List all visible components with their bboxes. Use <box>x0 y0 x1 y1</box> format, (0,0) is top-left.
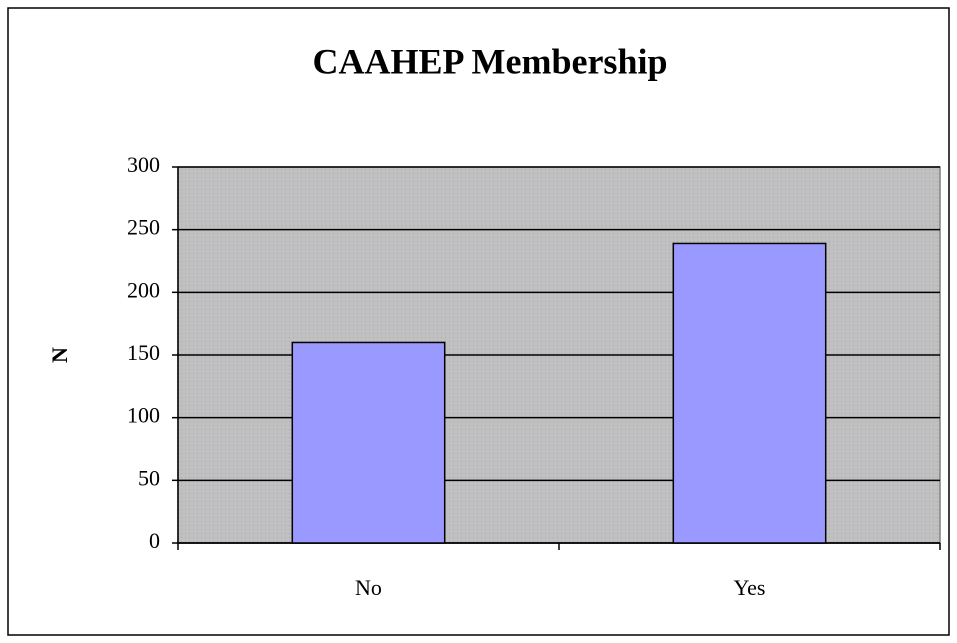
bar <box>291 341 446 544</box>
x-tick-label: Yes <box>733 575 765 600</box>
y-tick-label: 200 <box>127 277 160 302</box>
y-tick-label: 0 <box>149 528 160 553</box>
y-tick-label: 250 <box>127 215 160 240</box>
y-tick-label: 300 <box>127 152 160 177</box>
y-tick-label: 100 <box>127 403 160 428</box>
y-tick-label: 50 <box>138 465 160 490</box>
bar <box>672 242 827 544</box>
y-axis-label: N <box>47 347 72 363</box>
x-tick-label: No <box>355 575 382 600</box>
y-tick-label: 150 <box>127 340 160 365</box>
chart-title: CAAHEP Membership <box>313 41 668 81</box>
